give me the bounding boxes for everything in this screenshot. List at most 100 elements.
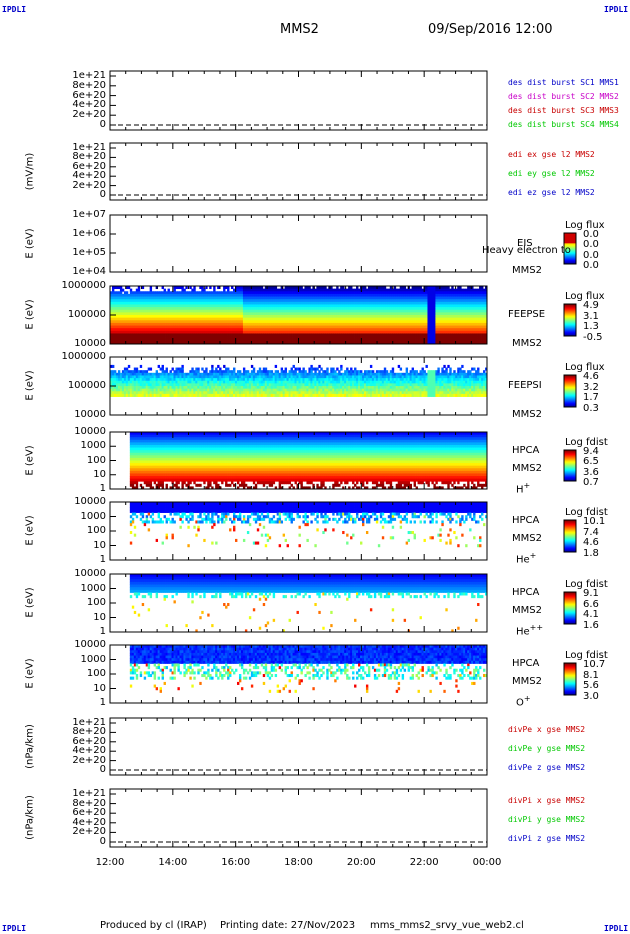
spectrogram-cell xyxy=(177,325,180,329)
spectrogram-cell xyxy=(195,296,198,300)
spectrogram-cell xyxy=(266,288,270,292)
spectrogram-cell xyxy=(286,317,289,321)
spectrogram-cell xyxy=(389,328,393,332)
spectrogram-cell xyxy=(252,312,256,316)
spectrogram-cell xyxy=(238,301,242,305)
spectrogram-cell xyxy=(250,320,254,324)
spectrogram-cell xyxy=(324,307,327,311)
spectrogram-cell xyxy=(197,304,200,308)
spectrogram-cell xyxy=(328,304,331,308)
spectrogram-cell xyxy=(401,288,405,292)
spectrogram-cell xyxy=(149,304,153,308)
spectrogram-cell xyxy=(231,341,234,345)
spectrogram-cell xyxy=(229,312,232,316)
spectrogram-cell xyxy=(147,315,151,319)
spectrogram-cell xyxy=(421,317,424,321)
spectrogram-cell xyxy=(270,304,274,308)
spectrogram-cell xyxy=(246,333,250,337)
spectrogram-cell xyxy=(270,317,274,321)
spectrogram-cell xyxy=(350,325,353,329)
spectrogram-cell xyxy=(352,317,355,321)
spectrogram-cell xyxy=(385,315,389,319)
spectrogram-cell xyxy=(310,312,313,316)
spectrogram-cell xyxy=(203,301,206,305)
spectrogram-cell xyxy=(379,304,383,308)
spectrogram-cell xyxy=(171,301,174,305)
spectrogram-cell xyxy=(195,304,198,308)
spectrogram-cell xyxy=(236,299,240,303)
spectrogram-cell xyxy=(177,296,180,300)
spectrogram-cell xyxy=(189,322,192,326)
spectrogram-cell xyxy=(278,307,282,311)
spectrogram-cell xyxy=(123,304,127,308)
spectrogram-cell xyxy=(260,299,264,303)
spectrogram-cell xyxy=(227,301,230,305)
spectrogram-cell xyxy=(332,320,335,324)
spectrogram-cell xyxy=(391,333,395,337)
spectrogram-cell xyxy=(193,299,196,303)
colorbar-swatch xyxy=(564,258,576,261)
spectrogram-cell xyxy=(298,338,301,342)
spectrogram-cell xyxy=(310,338,313,342)
spectrogram-cell xyxy=(385,317,389,321)
spectrogram-cell xyxy=(209,304,212,308)
spectrogram-cell xyxy=(425,312,428,316)
spectrogram-cell xyxy=(272,333,276,337)
spectrogram-cell xyxy=(389,293,393,297)
spectrogram-cell xyxy=(242,291,246,295)
spectrogram-cell xyxy=(171,367,174,371)
spectrogram-cell xyxy=(185,341,188,345)
spectrogram-cell xyxy=(246,315,250,319)
spectrogram-cell xyxy=(367,299,371,303)
spectrogram-cell xyxy=(264,328,268,332)
spectrogram-cell xyxy=(371,330,375,334)
spectrogram-cell xyxy=(338,307,341,311)
spectrogram-cell xyxy=(318,317,321,321)
spectrogram-cell xyxy=(274,307,278,311)
spectrogram-cell xyxy=(373,312,377,316)
spectrogram-cell xyxy=(264,299,268,303)
spectrogram-cell xyxy=(175,291,178,295)
spectrogram-cell xyxy=(278,341,282,345)
spectrogram-cell xyxy=(252,338,256,342)
spectrogram-cell xyxy=(262,312,266,316)
spectrogram-cell xyxy=(129,312,133,316)
panel-2 xyxy=(109,142,488,201)
spectrogram-cell xyxy=(139,301,143,305)
spectrogram-cell xyxy=(352,322,355,326)
spectrogram-cell xyxy=(260,333,264,337)
spectrogram-cell xyxy=(320,315,323,319)
spectrogram-cell xyxy=(306,333,309,337)
spectrogram-cell xyxy=(199,338,202,342)
spectrogram-cell xyxy=(363,315,367,319)
spectrogram-cell xyxy=(195,312,198,316)
spectrogram-cell xyxy=(280,312,284,316)
spectrogram-cell xyxy=(165,301,168,305)
spectrogram-cell xyxy=(292,296,295,300)
spectrogram-cell xyxy=(379,312,383,316)
spectrogram-cell xyxy=(397,309,401,313)
spectrogram-cell xyxy=(403,296,407,300)
spectrogram-cell xyxy=(405,291,409,295)
spectrogram-cell xyxy=(115,293,119,297)
spectrogram-cell xyxy=(209,291,212,295)
spectrogram-cell xyxy=(365,320,369,324)
spectrogram-cell xyxy=(324,341,327,345)
spectrogram-cell xyxy=(294,325,297,329)
spectrogram-cell xyxy=(215,317,218,321)
spectrogram-cell xyxy=(421,304,424,308)
spectrogram-cell xyxy=(401,309,405,313)
spectrogram-cell xyxy=(361,286,365,290)
spectrogram-cell xyxy=(159,338,162,342)
spectrogram-cell xyxy=(342,312,345,316)
spectrogram-cell xyxy=(201,301,204,305)
spectrogram-cell xyxy=(223,286,226,290)
spectrogram-cell xyxy=(334,338,337,342)
spectrogram-cell xyxy=(185,322,188,326)
spectrogram-cell xyxy=(141,330,145,334)
spectrogram-cell xyxy=(141,317,145,321)
spectrogram-cell xyxy=(401,312,405,316)
spectrogram-cell xyxy=(367,307,371,311)
spectrogram-cell xyxy=(115,328,119,332)
spectrogram-cell xyxy=(338,293,341,297)
